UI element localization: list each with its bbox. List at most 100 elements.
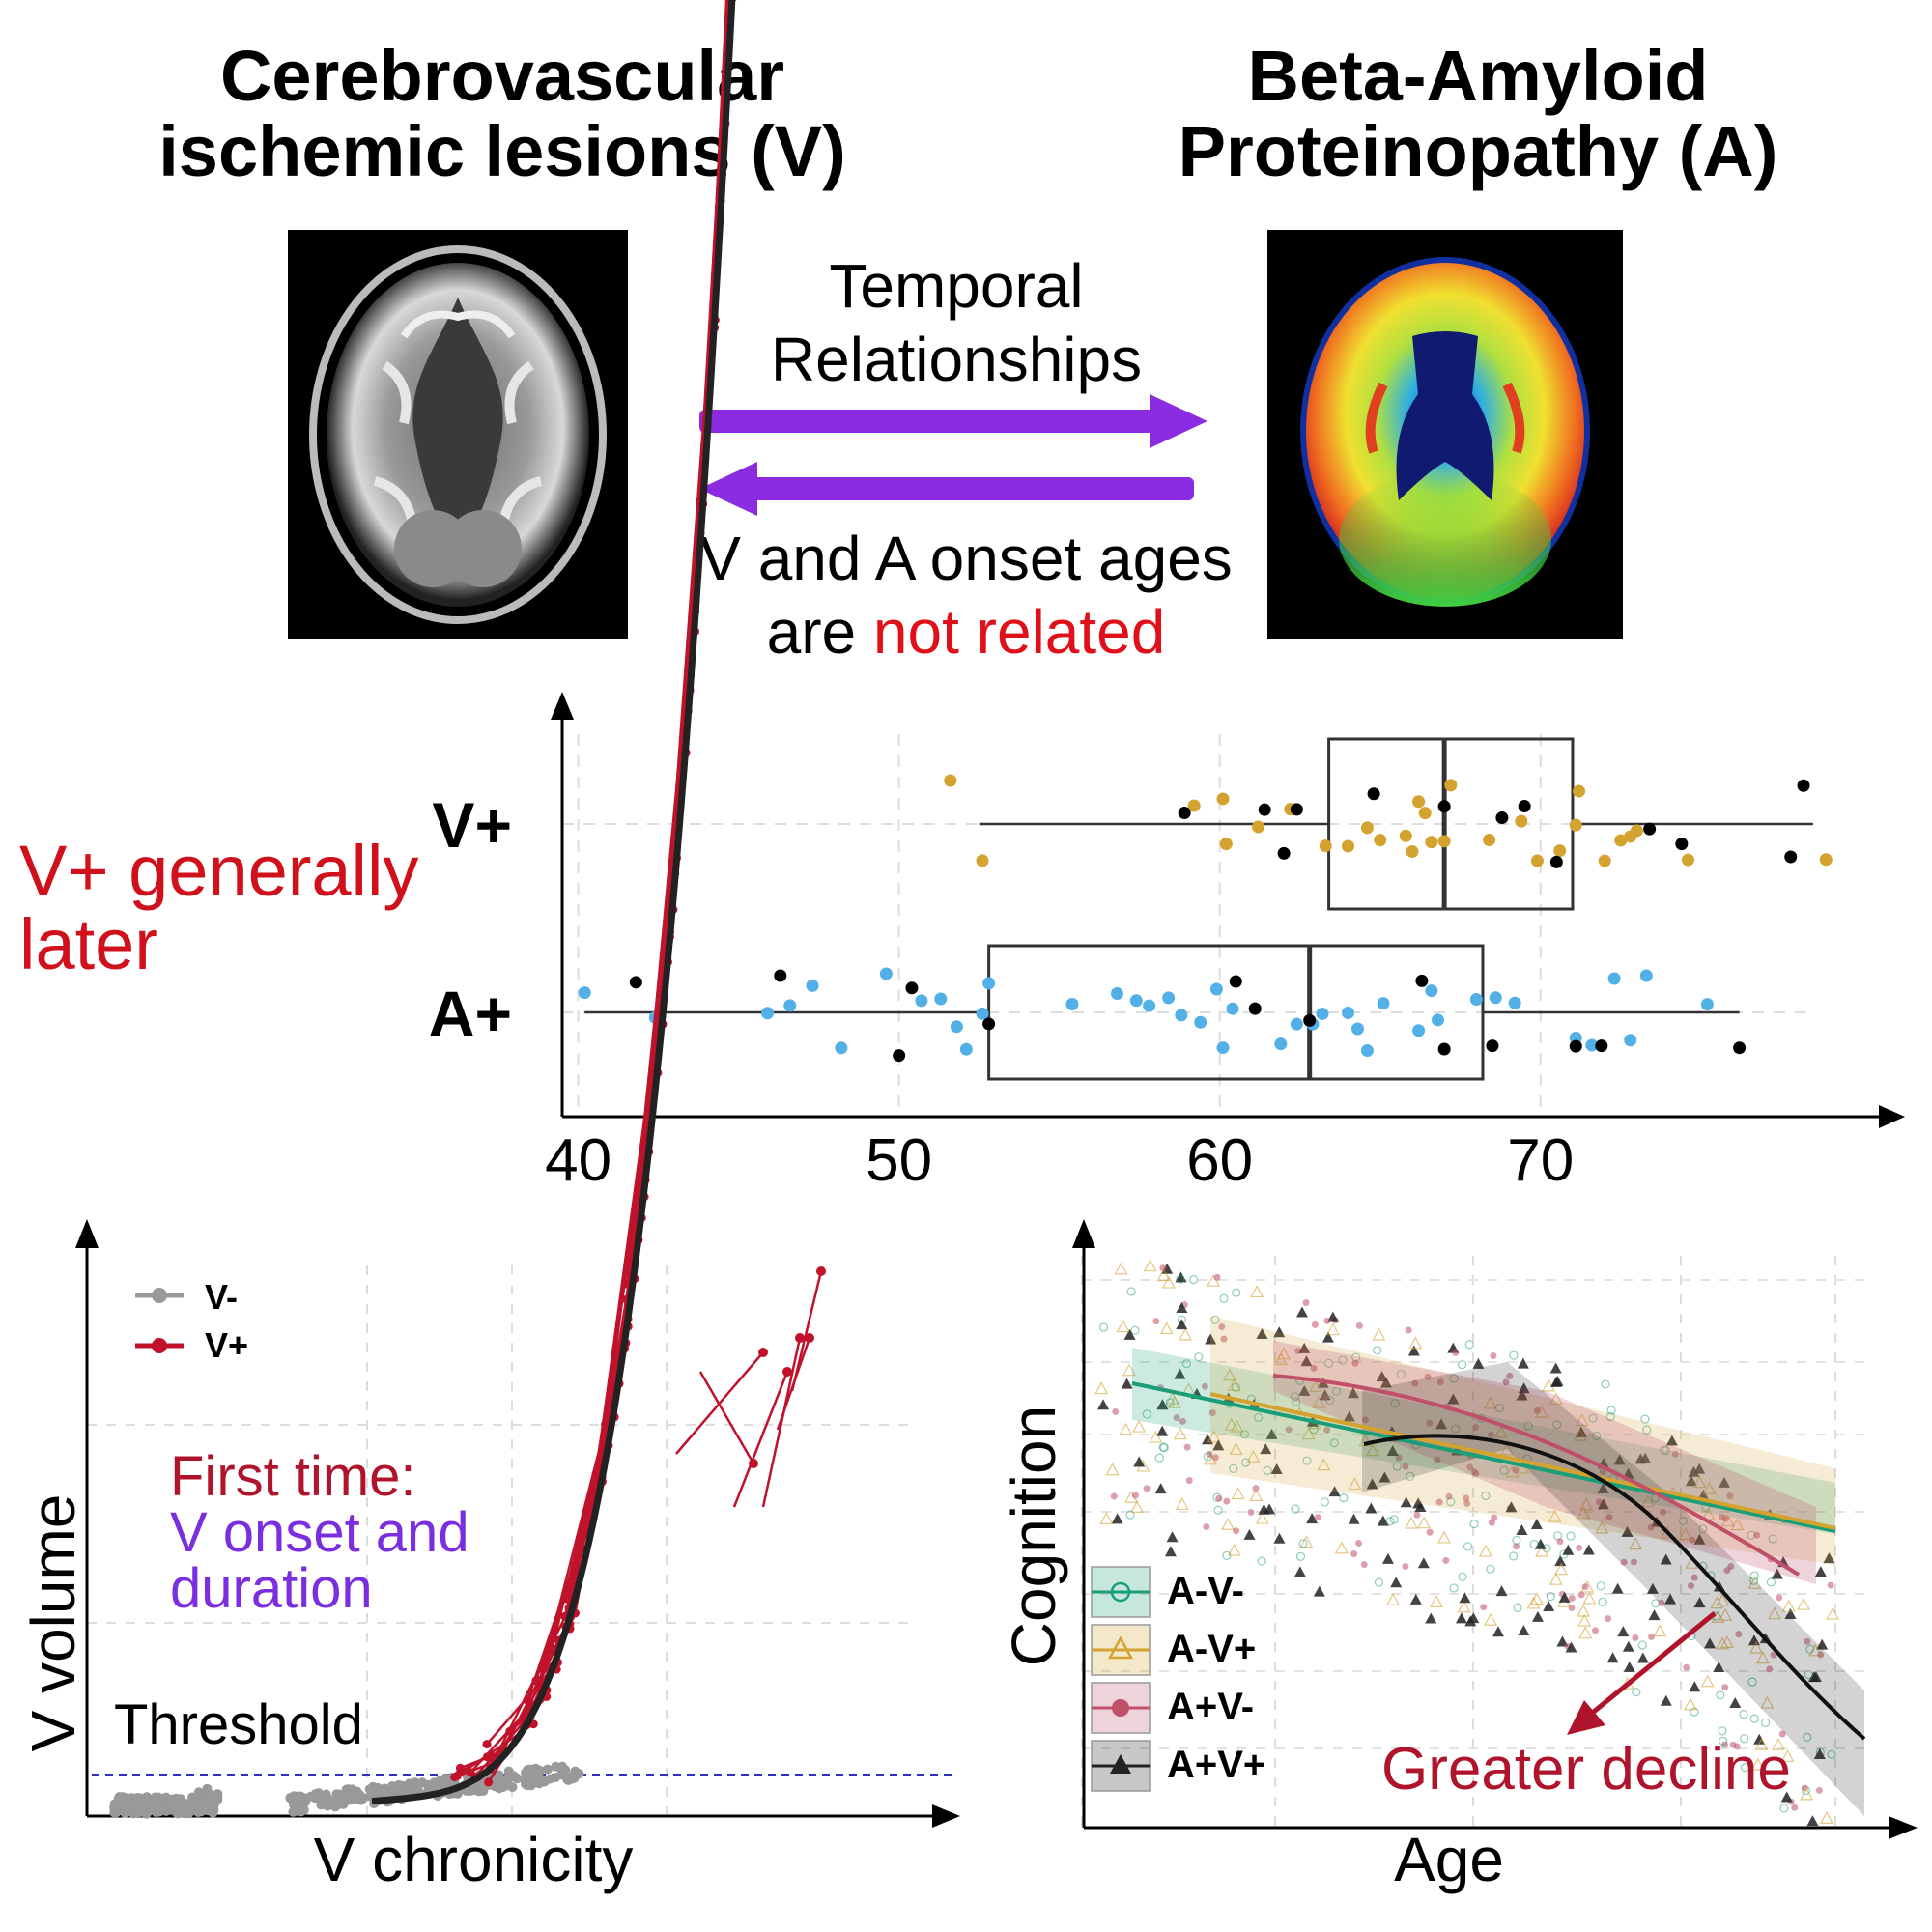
a-minus-v-plus-point [1754,1738,1769,1750]
v-plus-trajectory [698,1371,755,1464]
a-plus-v-minus-point [1502,1378,1510,1386]
a-minus-v-minus-point [1292,1397,1301,1406]
a-plus-v-plus-point [1111,1513,1123,1524]
temporal-label-line1: Temporal [829,251,1084,321]
a-plus-v-plus-point [1321,1331,1334,1343]
a-plus-v-plus-point [1530,1518,1543,1529]
a-plus-v-minus-point [1719,1514,1726,1521]
a-minus-v-plus-point [1629,1537,1643,1550]
legend-circle-icon [1110,1581,1131,1603]
a-minus-v-minus-point [1295,1551,1306,1562]
a-plus-v-plus-point [1300,1355,1313,1367]
legend-v-minus-marker [152,1288,167,1303]
a-plus-v-minus-point [1683,1663,1690,1671]
a-plus-v-minus-point [1426,1528,1434,1536]
v-minus-point [526,1764,537,1775]
a-plus-v-minus-point [1436,1378,1444,1386]
data-point [1639,969,1653,982]
a-minus-v-plus-point [1582,1591,1597,1605]
a-minus-v-minus-point [1291,1504,1300,1514]
a-plus-v-plus-point [1306,1513,1319,1524]
a-plus-v-plus-point [1212,1439,1225,1451]
a-minus-v-plus-point [1595,1520,1609,1534]
right-title-line2: Proteinopathy (A) [1178,111,1778,191]
data-point [893,1049,906,1063]
data-point [1607,972,1621,985]
a-plus-v-plus-point [1409,1593,1422,1605]
data-point [1437,1042,1451,1056]
a-plus-v-minus-point [1201,1382,1208,1390]
a-plus-v-minus-point [1472,1424,1480,1432]
v-plus-point [484,1777,494,1787]
a-plus-v-plus-point [1556,1635,1569,1647]
a-plus-v-plus-point [1258,1503,1270,1515]
a-plus-v-plus-point [1295,1306,1308,1318]
a-minus-v-plus-point [1493,1425,1509,1438]
a-minus-v-plus-point [1230,1419,1244,1433]
data-point [1274,1037,1288,1051]
a-plus-v-plus-point [1328,1486,1341,1497]
a-plus-v-minus-point [1355,1539,1363,1547]
a-minus-v-minus-point [1661,1446,1671,1456]
a-plus-v-minus-point [1472,1470,1480,1478]
a-minus-v-plus-point [1653,1624,1667,1637]
data-point [1374,834,1387,847]
a-minus-v-minus-point [1126,1287,1136,1296]
a-plus-v-minus-point [1506,1372,1514,1379]
a-minus-v-plus-point [1548,1392,1563,1406]
a-plus-v-plus-point [1646,1582,1659,1594]
a-minus-v-minus-point [1469,1520,1479,1529]
a-plus-v-minus-point [1778,1730,1786,1738]
a-minus-v-plus-point [1678,1527,1692,1541]
data-point [1585,1038,1599,1052]
annotation-line2: V onset and [170,1501,469,1564]
a-minus-v-minus-point [1719,1736,1728,1746]
a-plus-v-minus-point [1827,1581,1834,1589]
a-plus-v-minus-point [1620,1558,1628,1566]
v-plus-point [455,1763,465,1773]
a-plus-v-minus-point [1321,1393,1329,1401]
a-minus-v-minus-point [1739,1709,1748,1719]
v-minus-point [476,1785,487,1796]
a-minus-v-plus-point [1249,1489,1264,1501]
annotation-line3: duration [170,1557,373,1620]
a-plus-v-plus-point [1550,1376,1563,1387]
v-minus-point [330,1802,341,1812]
a-minus-v-plus-point [1826,1606,1840,1620]
age-axis-label: Age [1394,1825,1504,1894]
data-point [950,1020,963,1034]
a-minus-v-minus-point [1766,1577,1776,1587]
a-minus-v-plus-point [1747,1576,1762,1589]
a-plus-v-plus-point [1532,1610,1545,1622]
a-minus-v-minus-point [1601,1379,1610,1389]
a-minus-v-plus-point [1760,1695,1775,1709]
data-point [1469,993,1483,1007]
a-plus-v-minus-point [1355,1321,1363,1329]
a-minus-v-minus-point [1385,1517,1395,1526]
a-plus-v-plus-point [1518,1625,1530,1636]
a-plus-v-plus-point [1606,1652,1619,1663]
a-plus-v-plus-point [1562,1544,1575,1555]
a-plus-v-plus-point [1164,1546,1177,1557]
data-point [934,992,948,1006]
data-point [1797,779,1810,792]
data-point [976,1007,989,1020]
v-minus-point [199,1798,210,1808]
a-minus-v-plus-point [1548,1509,1562,1522]
a-plus-v-plus-point [1425,1612,1437,1624]
data-point [578,986,591,1000]
a-minus-v-plus-point [1301,1427,1316,1440]
a-minus-v-plus-point [1159,1321,1174,1335]
a-minus-v-plus-point [1710,1596,1724,1609]
a-plus-v-minus-point [1179,1417,1186,1425]
a-minus-v-plus-point [1221,1518,1236,1530]
data-point [1483,834,1496,847]
a-plus-v-minus-point [1735,1631,1743,1638]
a-minus-v-minus-point [1098,1322,1109,1332]
a-minus-v-minus-point [1464,1340,1474,1350]
a-plus-v-minus-point [1463,1494,1470,1502]
a-minus-v-plus-point [1161,1275,1176,1289]
side-note: V+ generally later [19,835,444,981]
